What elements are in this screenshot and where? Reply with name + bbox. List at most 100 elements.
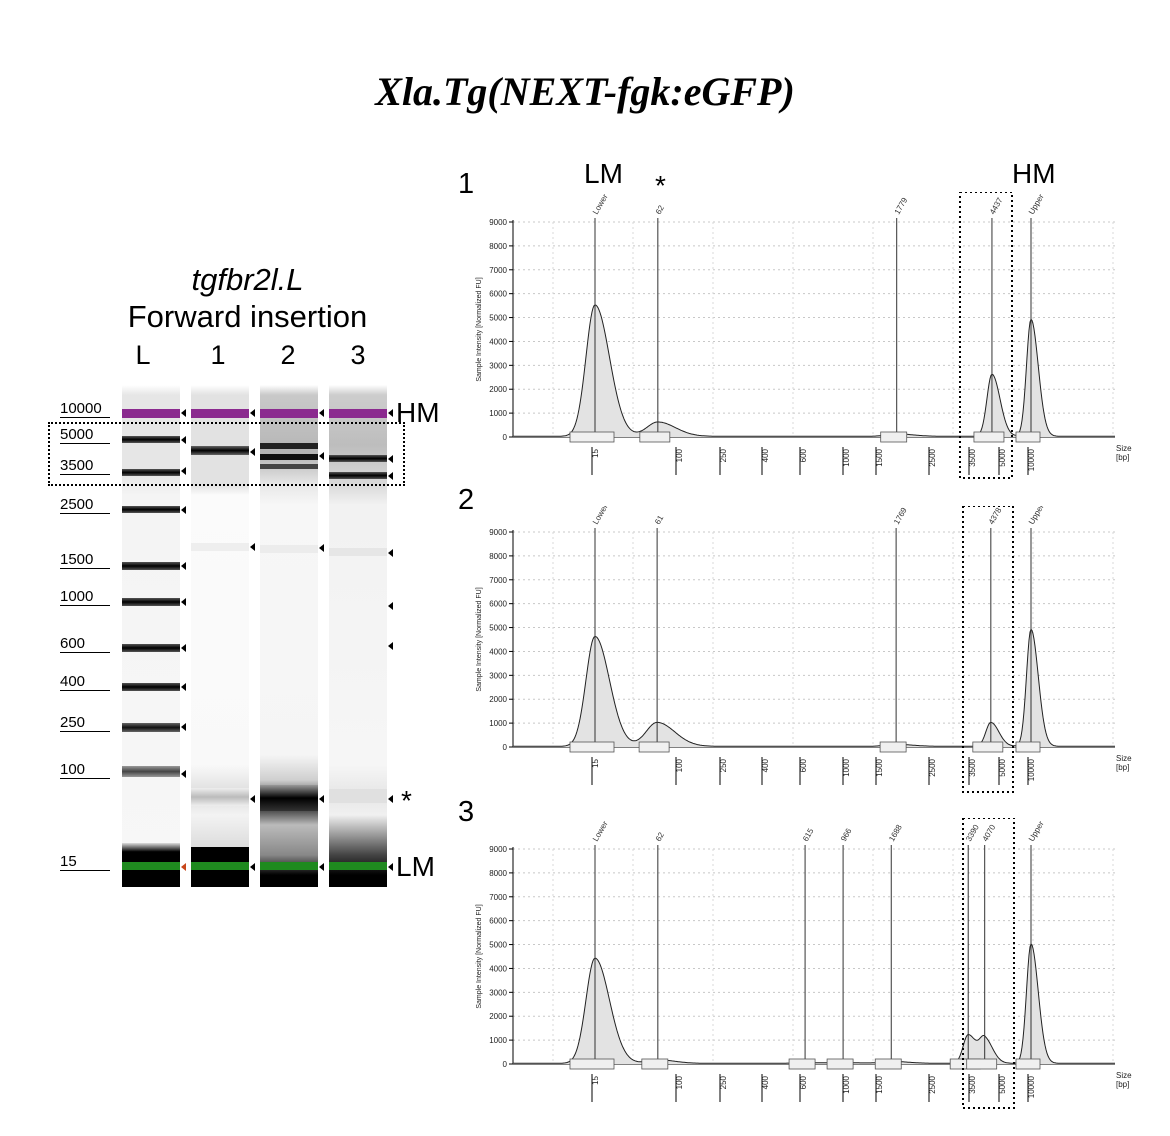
peak-baseline-box bbox=[569, 1058, 615, 1070]
gel-lane-3 bbox=[329, 385, 387, 887]
peak-baseline-box bbox=[973, 431, 1005, 443]
y-tick-label: 0 bbox=[503, 743, 508, 752]
y-tick-label: 6000 bbox=[489, 290, 507, 299]
hm-band bbox=[260, 409, 318, 418]
lane-marker bbox=[319, 544, 324, 552]
lane-marker bbox=[388, 409, 393, 417]
ladder-label-100: 100 bbox=[60, 762, 110, 779]
x-tick-label: 15 bbox=[591, 1075, 600, 1084]
ladder-label-2500: 2500 bbox=[60, 497, 110, 514]
y-tick-label: 2000 bbox=[489, 695, 507, 704]
hm-region-box bbox=[962, 506, 1014, 793]
sample-band-1688 bbox=[329, 548, 387, 556]
gel-hm-label: HM bbox=[396, 397, 440, 428]
x-tick-label: 2500 bbox=[928, 448, 937, 466]
y-axis-label: Sample Intensity [Normalized FU] bbox=[476, 904, 483, 1008]
y-tick-label: 1000 bbox=[489, 719, 507, 728]
lane-marker bbox=[181, 644, 186, 652]
peak-label: 4378 bbox=[987, 506, 1004, 526]
x-tick-label: 3500 bbox=[968, 758, 977, 776]
y-tick-label: 3000 bbox=[489, 361, 507, 370]
lane-marker bbox=[319, 863, 324, 871]
peak-baseline-box bbox=[826, 1058, 854, 1070]
ladder-label-15: 15 bbox=[60, 854, 110, 871]
x-tick-label: 5000 bbox=[998, 1075, 1007, 1093]
lm-band bbox=[122, 862, 180, 870]
x-tick-label: 5000 bbox=[998, 448, 1007, 466]
peak-baseline-box bbox=[972, 741, 1004, 753]
y-tick-label: 2000 bbox=[489, 1012, 507, 1021]
x-axis-label: Size bbox=[1116, 1071, 1132, 1080]
y-tick-label: 9000 bbox=[489, 528, 507, 537]
hm-band bbox=[329, 409, 387, 418]
y-tick-label: 4000 bbox=[489, 647, 507, 656]
lane-label-ladder: L bbox=[135, 340, 151, 370]
y-tick-label: 8000 bbox=[489, 869, 507, 878]
lane-marker bbox=[388, 455, 393, 463]
y-tick-label: 6000 bbox=[489, 917, 507, 926]
x-tick-label: 1500 bbox=[875, 758, 884, 776]
y-tick-label: 0 bbox=[503, 433, 508, 442]
x-tick-label: 10000 bbox=[1027, 758, 1036, 781]
lm-band bbox=[260, 862, 318, 870]
y-tick-label: 3000 bbox=[489, 988, 507, 997]
peak-label: 4437 bbox=[988, 196, 1005, 216]
peak-label: Lower bbox=[591, 192, 610, 216]
x-tick-label: 250 bbox=[719, 758, 728, 772]
y-tick-label: 5000 bbox=[489, 941, 507, 950]
peak-label: 1688 bbox=[887, 823, 904, 843]
ladder-band-250 bbox=[122, 723, 180, 732]
lm-band bbox=[329, 862, 387, 870]
peak-baseline-box bbox=[879, 741, 907, 753]
panel-number-3: 3 bbox=[458, 796, 475, 828]
lane-marker bbox=[181, 683, 186, 691]
sample-band-62 bbox=[191, 788, 249, 806]
lane-label-1: 1 bbox=[210, 340, 226, 370]
sample-band-4070 bbox=[329, 455, 387, 462]
peak-baseline-box bbox=[569, 431, 615, 443]
x-tick-label: 1000 bbox=[842, 1075, 851, 1093]
lane-marker bbox=[388, 642, 393, 650]
ladder-label-1000: 1000 bbox=[60, 589, 110, 606]
sample-band-3390 bbox=[329, 472, 387, 479]
ladder-band-5000 bbox=[122, 436, 180, 443]
ladder-label-400: 400 bbox=[60, 674, 110, 691]
peak-label: Upper bbox=[1027, 819, 1046, 843]
x-tick-label: 15 bbox=[591, 758, 600, 767]
lane-marker bbox=[388, 602, 393, 610]
lane-marker bbox=[319, 795, 324, 803]
panel-number-2: 2 bbox=[458, 484, 475, 516]
lane-marker bbox=[250, 543, 255, 551]
lane-marker bbox=[250, 863, 255, 871]
hm-band bbox=[191, 409, 249, 418]
peak-label: Upper bbox=[1027, 506, 1046, 526]
ladder-label-250: 250 bbox=[60, 715, 110, 732]
x-axis-label-unit: [bp] bbox=[1116, 763, 1129, 772]
peak-label: Upper bbox=[1027, 192, 1046, 216]
lane-marker bbox=[388, 863, 393, 871]
ladder-band-1500 bbox=[122, 562, 180, 570]
insertion-label: Forward insertion bbox=[127, 299, 368, 334]
x-tick-label: 2500 bbox=[928, 1075, 937, 1093]
x-tick-label: 100 bbox=[675, 1075, 684, 1089]
gel-lane-2 bbox=[260, 385, 318, 887]
hm-annotation: HM bbox=[1012, 158, 1056, 189]
lane-marker bbox=[250, 795, 255, 803]
x-tick-label: 1500 bbox=[875, 448, 884, 466]
lane-marker bbox=[181, 506, 186, 514]
lane-marker bbox=[181, 562, 186, 570]
electropherogram-1: 0 1000 2000 3000 4000 5000 6000 7000 8000 9000 Sam… bbox=[476, 192, 1132, 479]
peak-label: 615 bbox=[801, 826, 816, 843]
y-tick-label: 4000 bbox=[489, 964, 507, 973]
gel-dotted-box bbox=[48, 422, 405, 486]
sample-band-61 bbox=[260, 785, 318, 811]
x-tick-label: 1500 bbox=[875, 1075, 884, 1093]
peak-label: 62 bbox=[654, 830, 667, 843]
lane-marker bbox=[388, 472, 393, 480]
y-tick-label: 3000 bbox=[489, 671, 507, 680]
gel-lm-label: LM bbox=[396, 851, 435, 882]
lane-label-3: 3 bbox=[350, 340, 366, 370]
x-tick-label: 400 bbox=[761, 448, 770, 462]
lane-marker bbox=[250, 409, 255, 417]
x-axis-label-unit: [bp] bbox=[1116, 453, 1129, 462]
